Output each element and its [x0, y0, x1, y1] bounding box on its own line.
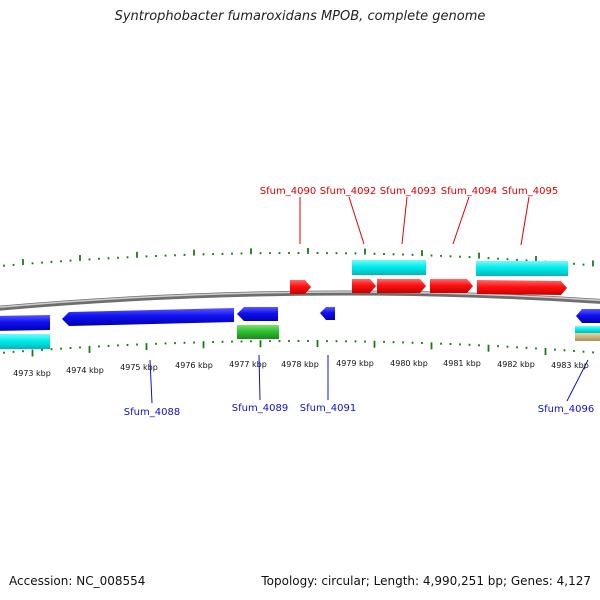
kbp-tick-label: 4979 kbp [336, 359, 374, 368]
kbp-tick-label: 4983 kbp [551, 361, 589, 370]
gene-label-sfum-4096[interactable]: Sfum_4096 [538, 404, 594, 415]
feature-cyan[interactable] [377, 260, 426, 275]
gene-label-sfum-4089[interactable]: Sfum_4089 [232, 403, 288, 414]
feature-tan[interactable] [575, 333, 600, 341]
gene-sfum-4091[interactable] [320, 307, 335, 320]
kbp-tick-label: 4982 kbp [497, 360, 535, 369]
gene-label-sfum-4094[interactable]: Sfum_4094 [441, 186, 497, 197]
feature-green[interactable] [237, 325, 279, 339]
gene-label-sfum-4092[interactable]: Sfum_4092 [320, 186, 376, 197]
genome-summary: Topology: circular; Length: 4,990,251 bp… [261, 574, 591, 588]
gene-label-sfum-4088[interactable]: Sfum_4088 [124, 407, 180, 418]
reverse-label-leaders [149, 354, 589, 404]
kbp-tick-label: 4980 kbp [390, 359, 428, 368]
feature-cyan[interactable] [352, 260, 378, 275]
kbp-tick-label: 4981 kbp [443, 359, 481, 368]
gene-label-sfum-4091[interactable]: Sfum_4091 [300, 403, 356, 414]
feature-cyan[interactable] [476, 261, 568, 276]
gene-sfum-4095[interactable] [477, 280, 567, 295]
gc-content-ticks-bottom [3, 340, 594, 357]
feature-cyan[interactable] [0, 334, 50, 349]
gene-sfum-4088[interactable] [62, 308, 234, 326]
kbp-tick-label: 4973 kbp [13, 369, 51, 378]
gene-sfum-4090[interactable] [290, 280, 311, 294]
kbp-tick-label: 4974 kbp [66, 366, 104, 375]
gene-sfum-4096[interactable] [576, 309, 600, 323]
gene-sfum-4093[interactable] [377, 279, 426, 293]
genome-title: Syntrophobacter fumaroxidans MPOB, compl… [114, 9, 486, 24]
gene-label-sfum-4090[interactable]: Sfum_4090 [260, 186, 316, 197]
gene-sfum-4094[interactable] [430, 279, 473, 293]
gene-sfum-4092[interactable] [352, 279, 376, 293]
gene-label-sfum-4093[interactable]: Sfum_4093 [380, 186, 436, 197]
kbp-tick-label: 4976 kbp [175, 361, 213, 370]
gene-sfum-4089[interactable] [237, 307, 278, 321]
feature-cyan[interactable] [575, 326, 600, 333]
kbp-tick-label: 4978 kbp [281, 360, 319, 369]
forward-label-leaders [299, 196, 530, 246]
accession-label: Accession: NC_008554 [9, 574, 146, 588]
gene-reverse-left-edge[interactable] [0, 315, 50, 331]
gene-label-sfum-4095[interactable]: Sfum_4095 [502, 186, 558, 197]
kbp-tick-label: 4975 kbp [120, 363, 158, 372]
kbp-axis-labels: 4973 kbp 4974 kbp 4975 kbp 4976 kbp 4977 kbp… [13, 359, 589, 378]
kbp-tick-label: 4977 kbp [229, 360, 267, 369]
